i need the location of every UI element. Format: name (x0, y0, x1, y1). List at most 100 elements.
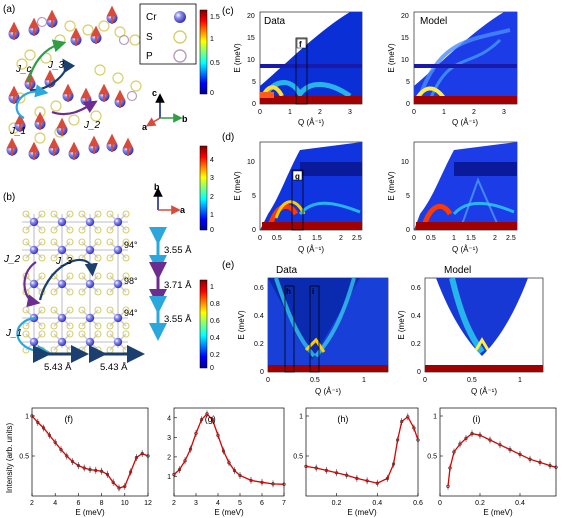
svg-text:1: 1 (298, 235, 302, 242)
sulfur-atom (78, 238, 86, 246)
svg-text:1: 1 (518, 377, 522, 384)
svg-text:0.5: 0.5 (210, 60, 220, 67)
svg-text:5.43 Å: 5.43 Å (44, 362, 72, 373)
chromium-atom (57, 217, 67, 227)
data-point (36, 420, 40, 425)
chromium-atom (113, 313, 123, 323)
sulfur-atom (122, 238, 130, 246)
sulfur-atom (94, 254, 102, 262)
sulfur-atom (122, 210, 130, 218)
data-point (59, 448, 63, 452)
y-tick-label: 0.5 (293, 454, 303, 461)
svg-text:2: 2 (472, 109, 476, 116)
svg-text:10: 10 (401, 57, 409, 64)
sulfur-atom (122, 330, 130, 338)
colorbar-d: 4 3 2 1 0 (199, 145, 214, 234)
sulfur-atom (66, 322, 74, 330)
lattice-chromium (29, 217, 123, 347)
cut-plot-i: 0 0.2 0.4 0.5 1 E (meV) (i) (427, 407, 558, 517)
x-axis-label: E (meV) (214, 508, 244, 517)
svg-text:0.6: 0.6 (210, 318, 220, 325)
svg-text:E (meV): E (meV) (387, 43, 396, 73)
sulfur-atom (50, 254, 58, 262)
sulfur-atom (78, 210, 86, 218)
panel-label-c: (c) (222, 6, 234, 17)
svg-text:5: 5 (406, 79, 410, 86)
axes-triad-b: b a (153, 182, 186, 215)
svg-text:Q (Å⁻¹): Q (Å⁻¹) (471, 387, 497, 396)
x-tick-label: 4 (216, 500, 220, 507)
sulfur-atom (106, 306, 114, 314)
x-axis-label: E (meV) (347, 508, 377, 517)
sulfur-atom (122, 306, 130, 314)
sulfur-atom (94, 226, 102, 234)
chromium-atom (85, 313, 95, 323)
svg-text:Model: Model (444, 265, 471, 276)
sulfur-atom (94, 238, 102, 246)
svg-text:0.4: 0.4 (210, 335, 220, 342)
chromium-atom (29, 245, 39, 255)
data-point (53, 440, 57, 445)
fit-line (31, 415, 149, 489)
coupling-labels-a: J_c J_1 J_2 J_3 (9, 60, 101, 137)
svg-text:1.5: 1.5 (466, 235, 476, 242)
x-tick-label: 8 (100, 500, 104, 507)
svg-text:2: 2 (339, 235, 343, 242)
sulfur-atom (38, 254, 46, 262)
svg-text:h: h (286, 287, 291, 296)
sulfur-atom (94, 288, 102, 296)
svg-text:3.71 Å: 3.71 Å (164, 280, 192, 291)
sulfur-atom (106, 254, 114, 262)
panel-b-lattice: (b) J_2 J_3 J_1 94° 98° 94° b a (3, 182, 192, 373)
plot-frame (305, 407, 419, 497)
svg-text:J_c: J_c (15, 64, 32, 75)
phosphorus-atoms (36, 16, 138, 102)
sulfur-atom (106, 226, 114, 234)
svg-text:0: 0 (252, 101, 256, 108)
svg-text:0: 0 (406, 227, 410, 234)
sulfur-atom (38, 272, 46, 280)
svg-text:P: P (146, 51, 153, 62)
map-e-model: E (meV) Model 0 0.2 0.4 0.6 0 0.5 1 Q (Å… (397, 265, 544, 396)
sulfur-atom (22, 330, 30, 338)
sulfur-atom (66, 288, 74, 296)
svg-text:0: 0 (412, 109, 416, 116)
panel-label: (g) (205, 414, 216, 424)
x-tick-label: 5 (238, 500, 242, 507)
panel-e: (e) E (meV) h i Data 0 0.2 0.4 0.6 (222, 260, 544, 396)
svg-text:10: 10 (247, 159, 255, 166)
svg-text:a: a (180, 205, 186, 215)
svg-text:J_2: J_2 (83, 120, 101, 131)
chromium-atom (57, 337, 67, 347)
cut-plot-h: 0.2 0.4 0.6 0.5 1 E (meV) (h) (293, 407, 423, 517)
data-point (47, 433, 52, 437)
x-tick-label: 6 (260, 500, 264, 507)
svg-text:Cr: Cr (146, 12, 157, 23)
svg-text:1: 1 (362, 377, 366, 384)
chromium-atom (57, 313, 67, 323)
exchange-paths-a (15, 39, 98, 119)
svg-text:Data: Data (264, 16, 286, 27)
sulfur-atom (122, 288, 130, 296)
svg-text:2: 2 (210, 194, 214, 201)
svg-text:J_3: J_3 (47, 60, 65, 71)
plot-frame (439, 407, 557, 497)
sulfur-atom (106, 210, 114, 218)
sulfur-atom (66, 330, 74, 338)
lattice-bonds (22, 213, 128, 351)
lattice-sulfur (22, 210, 130, 354)
svg-text:3: 3 (348, 109, 352, 116)
x-tick-label: 3 (194, 500, 198, 507)
angle-labels: 94° 98° 94° (124, 240, 138, 318)
sulfur-atom (94, 330, 102, 338)
sulfur-atom (38, 238, 46, 246)
cr-legend-icon (174, 11, 186, 23)
sulfur-atom (66, 226, 74, 234)
svg-text:c: c (152, 88, 157, 98)
sulfur-atom (22, 238, 30, 246)
data-point (65, 454, 69, 458)
svg-text:0: 0 (210, 365, 214, 372)
svg-text:S: S (146, 32, 153, 43)
legend: Cr S P (139, 3, 197, 65)
